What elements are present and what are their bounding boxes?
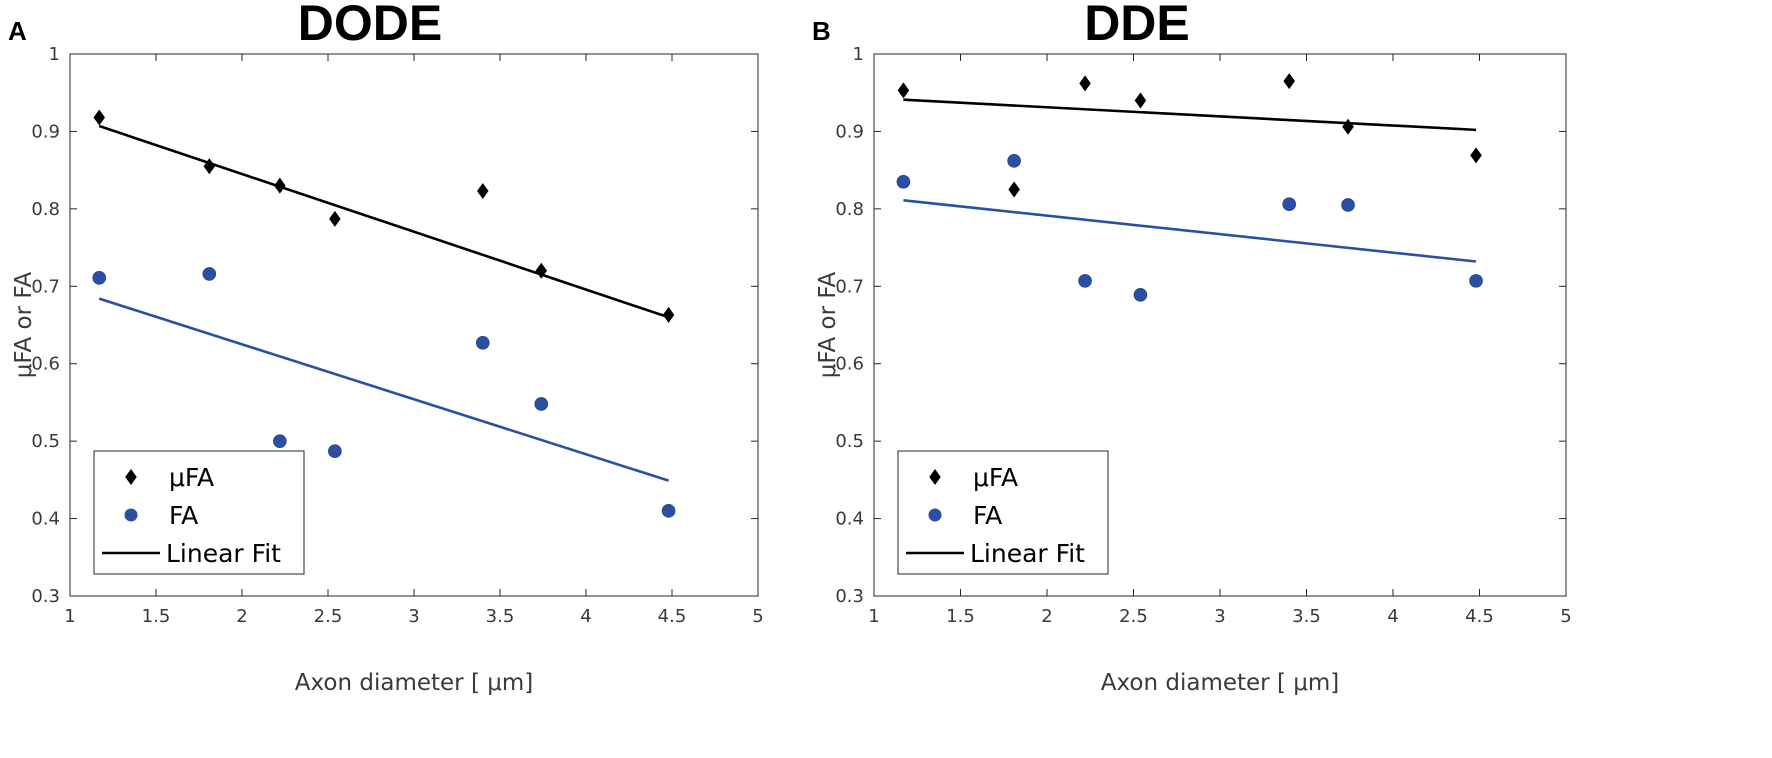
y-tick-label: 0.8	[835, 199, 864, 220]
ufa-point	[274, 177, 286, 194]
ufa-point	[203, 158, 216, 175]
panel-letter: A	[8, 16, 27, 46]
x-tick-label: 1	[868, 606, 879, 627]
x-tick-label: 1	[64, 606, 75, 627]
fit-line-fa	[903, 199, 1477, 263]
ufa-point	[1283, 73, 1295, 90]
fa-point	[534, 397, 549, 411]
ufa-point	[662, 306, 675, 323]
y-tick-label: 0.8	[31, 199, 60, 220]
x-tick-label: 1.5	[142, 606, 171, 627]
fa-point	[1133, 288, 1148, 302]
x-tick-label: 2.5	[1119, 606, 1148, 627]
y-axis-label: μFA or FA	[11, 271, 37, 378]
x-tick-label: 4.5	[1465, 606, 1494, 627]
legend-label: Linear Fit	[166, 539, 281, 568]
legend-diamond-icon	[125, 469, 137, 485]
y-axis-label: μFA or FA	[815, 271, 841, 378]
x-tick-label: 4.5	[658, 606, 687, 627]
x-tick-label: 2.5	[314, 606, 343, 627]
y-tick-label: 0.6	[31, 354, 60, 375]
x-tick-label: 1.5	[946, 606, 975, 627]
y-tick-label: 0.7	[835, 276, 864, 297]
y-tick-label: 0.3	[31, 586, 60, 607]
fa-point	[896, 174, 911, 189]
legend-label: μFA	[169, 463, 214, 492]
fa-point	[328, 444, 342, 459]
fa-point	[661, 504, 676, 518]
legend: μFA FA Linear Fit	[93, 450, 305, 575]
fa-point	[202, 267, 217, 281]
chart-panel-a: A DODE 1 1.5 2 2.5 3 3.5 4 4.5 5 0.3 0.4 0.5 0.6 0.7 0.8…	[8, 0, 764, 696]
y-tick-label: 1	[853, 44, 864, 65]
ufa-point	[329, 210, 341, 227]
ufa-point	[1134, 92, 1147, 109]
x-tick-label: 2	[1041, 606, 1052, 627]
fa-point	[92, 270, 107, 285]
x-tick-label: 3.5	[1292, 606, 1321, 627]
ufa-point	[477, 183, 489, 200]
fa-point	[1078, 274, 1092, 288]
chart-panel-b: B DDE 1 1.5 2 2.5 3 3.5 4 4.5 5 0.3 0.4 0.5 0.6 0.7 0.8 0…	[812, 0, 1572, 696]
legend-label: μFA	[973, 463, 1018, 492]
fa-point	[475, 336, 490, 350]
y-tick-label: 1	[49, 44, 60, 65]
legend-diamond-icon	[929, 469, 941, 485]
legend-label: Linear Fit	[970, 539, 1085, 568]
x-tick-label: 2	[236, 606, 247, 627]
legend-circle-icon	[928, 508, 942, 522]
ufa-point	[535, 262, 548, 279]
legend-label: FA	[169, 501, 198, 530]
y-tick-label: 0.6	[835, 354, 864, 375]
y-tick-label: 0.4	[31, 509, 60, 530]
x-axis-label: Axon diameter [ μm]	[295, 670, 533, 696]
ufa-point	[1008, 181, 1020, 198]
x-tick-label: 5	[752, 606, 763, 627]
ufa-point	[1079, 75, 1091, 92]
legend-circle-icon	[124, 508, 138, 522]
fa-point	[1282, 197, 1296, 212]
x-tick-label: 3	[1214, 606, 1225, 627]
ufa-point	[897, 82, 910, 99]
x-tick-label: 4	[1387, 606, 1398, 627]
ufa-point	[1342, 118, 1354, 135]
panel-letter: B	[812, 16, 831, 46]
y-tick-label: 0.9	[31, 121, 60, 142]
legend-label: FA	[973, 501, 1002, 530]
fit-line-ufa	[98, 124, 669, 319]
fit-line-ufa	[903, 98, 1477, 132]
x-tick-label: 4	[580, 606, 591, 627]
y-tick-label: 0.3	[835, 586, 864, 607]
fa-point	[1469, 274, 1483, 288]
legend: μFA FA Linear Fit	[897, 450, 1109, 575]
chart-title: DDE	[1084, 0, 1190, 51]
chart-title: DODE	[298, 0, 442, 51]
y-tick-label: 0.9	[835, 121, 864, 142]
x-axis-label: Axon diameter [ μm]	[1101, 670, 1339, 696]
x-tick-label: 3	[408, 606, 419, 627]
y-tick-label: 0.5	[835, 431, 864, 452]
fa-point	[1007, 154, 1021, 168]
y-tick-label: 0.7	[31, 276, 60, 297]
fa-point	[1341, 198, 1355, 212]
ufa-point	[1470, 147, 1482, 164]
ufa-point	[93, 109, 105, 126]
fa-point	[273, 434, 287, 448]
x-tick-label: 3.5	[486, 606, 515, 627]
y-tick-label: 0.5	[31, 431, 60, 452]
y-tick-label: 0.4	[835, 509, 864, 530]
x-tick-label: 5	[1560, 606, 1571, 627]
fit-line-fa	[98, 297, 669, 482]
